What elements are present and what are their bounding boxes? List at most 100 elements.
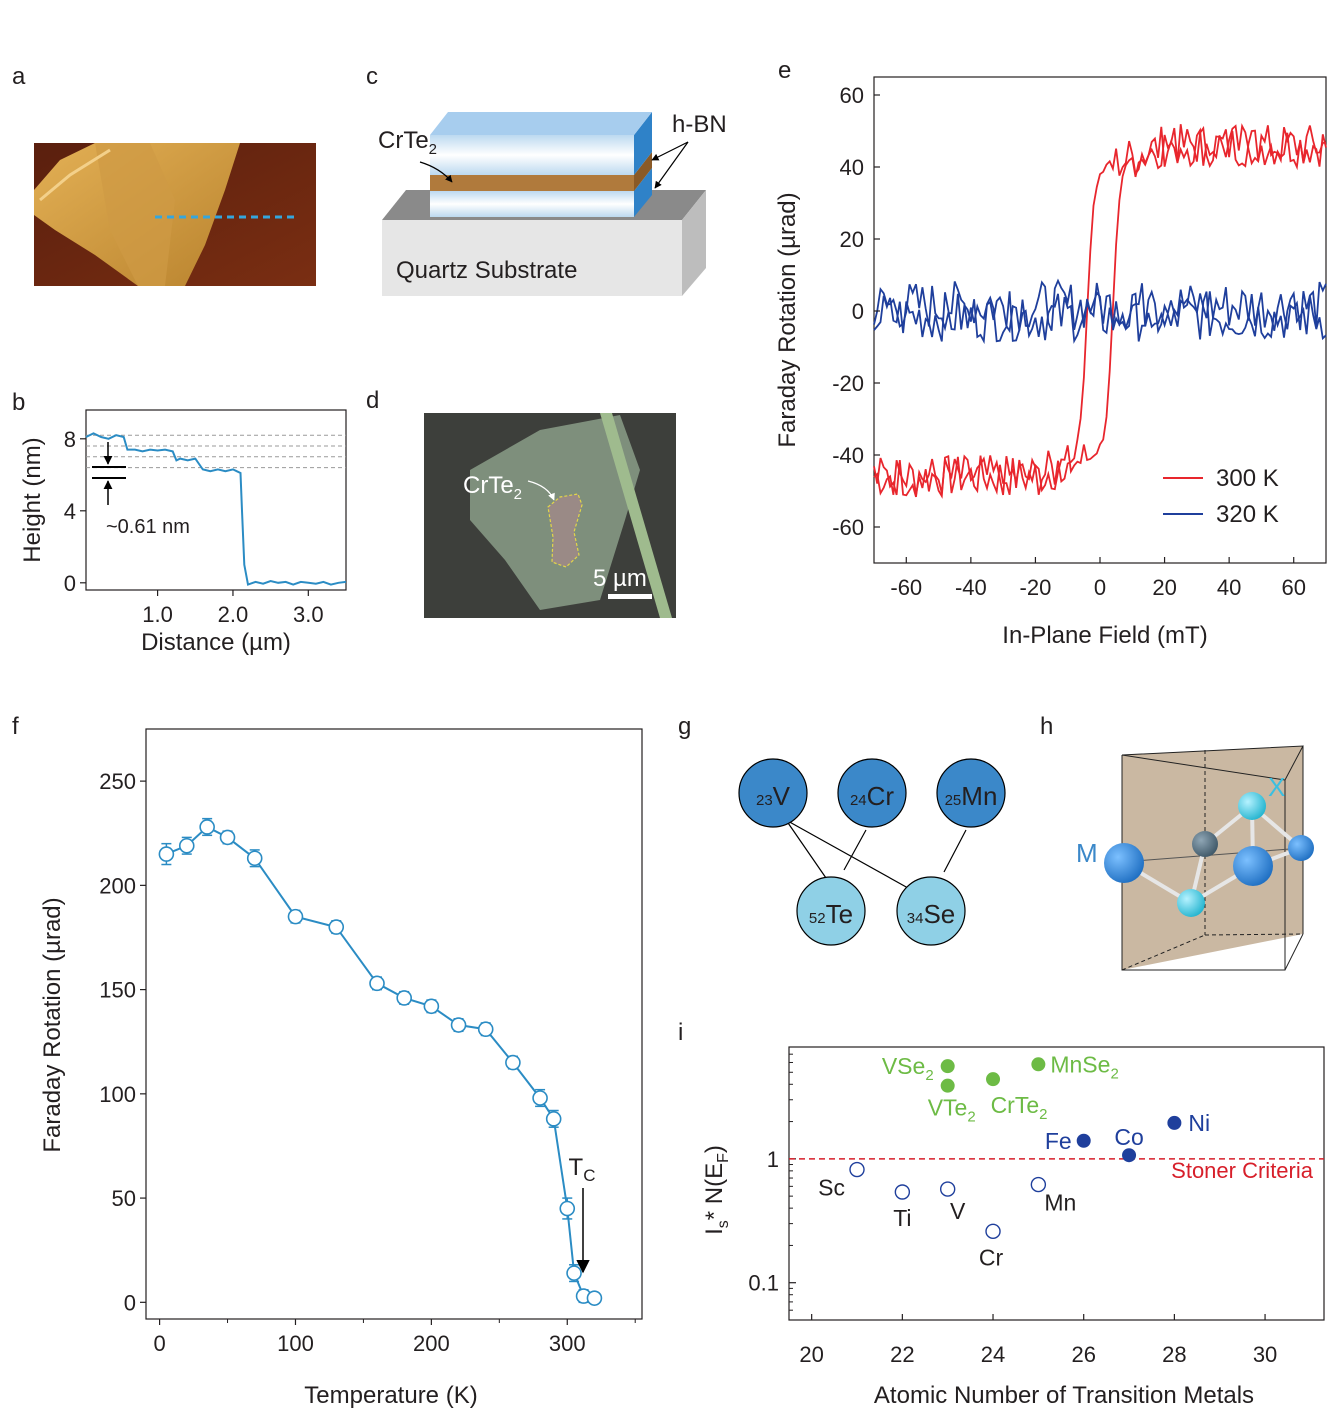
atom-te: 52Te <box>796 876 866 946</box>
f-x-tick-label: 300 <box>549 1331 586 1356</box>
panel-label-e: e <box>778 57 791 84</box>
x-axis-label-e: In-Plane Field (mT) <box>1002 622 1207 649</box>
f-y-tick-label: 0 <box>124 1290 136 1315</box>
afm-flake-layer <box>95 143 175 286</box>
scatter-label-ti: Ti <box>893 1205 911 1231</box>
hbn-bottom-side <box>634 168 652 217</box>
optical-strip <box>600 413 672 618</box>
hbn-pointer-top <box>651 141 689 161</box>
scatter-point-mnse <box>1031 1057 1046 1072</box>
hbn-bottom-front <box>430 191 634 217</box>
f-y-tick-label: 100 <box>99 1082 136 1107</box>
unit-cell-edge-bottom <box>1284 933 1304 971</box>
unit-cell-dashed-bottom <box>1204 933 1304 936</box>
plot-frame-f <box>145 728 643 1320</box>
crystal-structure: M X <box>1076 745 1314 971</box>
series-320k-branch <box>873 289 1327 345</box>
panel-label-i: i <box>678 1019 683 1046</box>
atom-mn-circle <box>936 758 1006 828</box>
panel-label-g: g <box>678 713 691 740</box>
afm-flake-edge <box>39 148 111 202</box>
hbn-pointer-bottom <box>654 141 689 189</box>
e-y-tick-label: -40 <box>832 443 864 468</box>
data-point <box>505 1054 521 1071</box>
scatter-label-sc: Sc <box>818 1175 845 1201</box>
crte2-layer-front <box>430 175 634 191</box>
step-height-annotation: ~0.61 nm <box>106 516 190 538</box>
element-diagram: 23V 24Cr 25Mn 52Te 34Se <box>738 758 1006 946</box>
unit-cell-edge-top <box>1121 754 1286 781</box>
atom-v: 23V <box>738 758 808 828</box>
panel-label-b: b <box>12 389 25 416</box>
legend-label-320k: 320 K <box>1216 501 1279 528</box>
data-point <box>559 1200 576 1217</box>
scatter-label-vse: VSe2 <box>882 1053 934 1084</box>
b-y-tick-label: 0 <box>64 571 76 596</box>
i-x-tick-label: 24 <box>981 1342 1005 1367</box>
scatter-point-fe <box>1076 1133 1091 1148</box>
atom-te-circle <box>796 876 866 946</box>
y-axis-label-b: Height (nm) <box>19 437 46 562</box>
data-point <box>328 919 345 935</box>
substrate-front <box>382 220 682 296</box>
data-point <box>287 908 304 925</box>
crte2-pointer-c <box>419 161 453 183</box>
crte2-label-c: CrTe2 <box>378 127 437 158</box>
scatter-label-mn: Mn <box>1044 1190 1076 1216</box>
afm-image <box>34 143 316 286</box>
e-y-tick-label: 60 <box>840 83 864 108</box>
scatter-label-co: Co <box>1114 1124 1143 1150</box>
e-y-tick-label: 20 <box>840 227 864 252</box>
unit-cell-dashed-diag <box>1121 934 1206 971</box>
atom-v-label: 23V <box>756 781 791 811</box>
atom-se: 34Se <box>896 876 966 946</box>
atom-mn-label: 25Mn <box>945 781 998 811</box>
data-point <box>423 998 440 1015</box>
scatter-point-co <box>1122 1148 1137 1163</box>
series-300k-ascending <box>873 124 1327 499</box>
scatter-label-vte: VTe2 <box>928 1095 976 1126</box>
scatter-point-v <box>939 1181 956 1197</box>
atom-x-bottom <box>1177 889 1205 917</box>
e-x-tick-label: 0 <box>1094 575 1106 600</box>
atom-v-circle <box>738 758 808 828</box>
scatter-label-cr: Cr <box>979 1244 1004 1270</box>
e-x-tick-label: -40 <box>955 575 987 600</box>
data-point <box>566 1265 582 1281</box>
x-axis-label-i: Atomic Number of Transition Metals <box>874 1382 1254 1409</box>
data-point <box>178 837 195 854</box>
substrate-side <box>682 190 706 296</box>
hbn-label: h-BN <box>672 111 727 138</box>
panel-label-h: h <box>1040 713 1053 740</box>
legend-label-300k: 300 K <box>1216 465 1279 492</box>
e-x-tick-label: -60 <box>890 575 922 600</box>
hbn-top-top <box>430 112 652 135</box>
scatter-point-ti <box>894 1184 911 1200</box>
i-x-tick-label: 22 <box>890 1342 914 1367</box>
data-point <box>219 829 236 846</box>
data-point <box>586 1290 603 1306</box>
optical-crte2-flake <box>547 493 583 568</box>
f-x-tick-label: 100 <box>277 1331 314 1356</box>
scatter-point-ni <box>1167 1115 1182 1130</box>
crte2-layer-side <box>634 152 652 191</box>
series-300k-descending <box>873 123 1327 498</box>
plot-frame-b <box>85 409 347 591</box>
e-x-tick-label: 20 <box>1152 575 1176 600</box>
unit-cell-outline <box>1121 745 1304 971</box>
atom-cr-label: 24Cr <box>850 781 894 811</box>
panel-label-f: f <box>12 713 19 740</box>
unit-cell-mid-plane <box>1121 847 1304 863</box>
scatter-label-ni: Ni <box>1188 1110 1210 1136</box>
scatter-point-vse <box>940 1059 955 1074</box>
f-x-tick-label: 0 <box>153 1331 165 1356</box>
e-y-tick-label: -20 <box>832 371 864 396</box>
f-y-tick-label: 200 <box>99 873 136 898</box>
f-y-tick-label: 50 <box>112 1186 136 1211</box>
panel-label-c: c <box>366 63 378 90</box>
y-axis-label-f: Faraday Rotation (µrad) <box>39 897 66 1152</box>
f-x-tick-label: 200 <box>413 1331 450 1356</box>
bond-v-se <box>785 819 909 889</box>
e-x-tick-label: -20 <box>1020 575 1052 600</box>
e-y-tick-label: 40 <box>840 155 864 180</box>
